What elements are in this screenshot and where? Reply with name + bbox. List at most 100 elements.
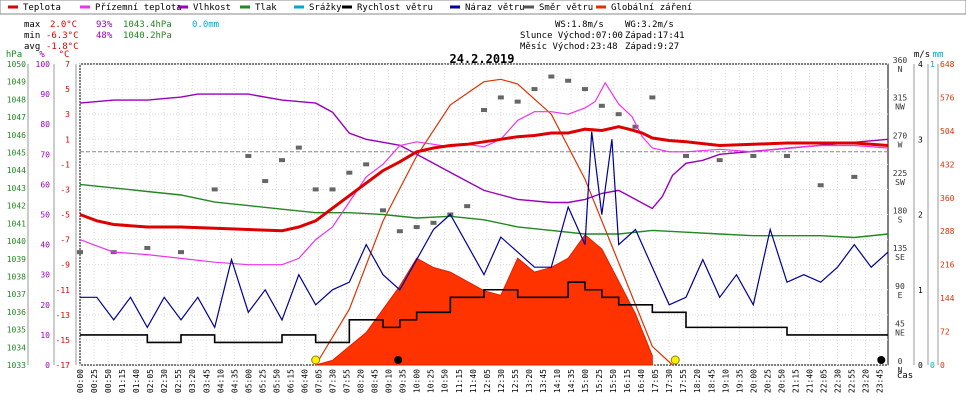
series-humidity xyxy=(79,93,889,210)
stats-max-rain: 0.0mm xyxy=(192,20,219,30)
x-tick-label: 08:20 xyxy=(357,369,366,393)
ms-tick-label: 1 xyxy=(918,286,923,295)
hpa-tick-label: 1042 xyxy=(7,202,26,211)
stats-avg-temp: -1.8°C xyxy=(46,42,79,52)
wm2-tick-label: 288 xyxy=(940,227,955,236)
wind-direction-mark xyxy=(649,95,656,100)
x-tick-label: 13:45 xyxy=(539,369,548,393)
x-tick-label: 17:30 xyxy=(665,369,674,393)
legend-label: Směr větru xyxy=(539,3,593,13)
stats-max-press: 1043.4hPa xyxy=(123,20,172,30)
wm2-tick-label: 576 xyxy=(940,93,955,102)
ms-tick-label: 4 xyxy=(918,60,923,69)
pct-tick-label: 40 xyxy=(40,241,50,250)
series-temperature xyxy=(79,125,889,233)
wind-direction-mark xyxy=(346,170,353,175)
wm2-tick-label: 432 xyxy=(940,160,955,169)
hpa-tick-label: 1050 xyxy=(7,60,26,69)
info-moon: Měsíc Východ:23:48 xyxy=(520,42,618,52)
series-pressure xyxy=(79,183,889,239)
wind-direction-mark xyxy=(531,87,538,92)
x-tick-label: 06:40 xyxy=(300,369,309,393)
moonrise-marker xyxy=(877,356,886,364)
temp-tick-label: 3 xyxy=(65,110,70,119)
dir-tick-value: 270 xyxy=(893,131,908,140)
info-sun: Slunce Východ:07:00 xyxy=(520,31,623,41)
dir-tick-label: S xyxy=(898,216,903,225)
dir-tick-value: 135 xyxy=(893,244,908,253)
x-tick-label: 05:50 xyxy=(272,369,281,393)
x-tick-label: 14:10 xyxy=(553,369,562,393)
x-tick-label: 16:15 xyxy=(623,369,632,393)
x-tick-label: 14:35 xyxy=(567,369,576,393)
wind-direction-mark xyxy=(514,99,521,104)
hpa-tick-label: 1040 xyxy=(7,237,26,246)
stats-max-label: max xyxy=(24,20,41,30)
legend-bar xyxy=(0,0,966,15)
legend-label: Srážky xyxy=(309,3,342,13)
series-wind-speed xyxy=(80,281,888,344)
wind-direction-mark xyxy=(464,204,471,209)
temp-tick-label: -13 xyxy=(56,311,71,320)
axis-unit-mm: mm xyxy=(933,50,944,60)
x-tick-label: 15:25 xyxy=(595,369,604,393)
temp-tick-label: -7 xyxy=(60,236,70,245)
wm2-tick-label: 72 xyxy=(940,328,950,337)
series-wind-gust xyxy=(80,131,889,330)
wind-direction-mark xyxy=(548,74,555,79)
hpa-tick-label: 1037 xyxy=(7,290,26,299)
temp-tick-label: -11 xyxy=(56,286,71,295)
wind-direction-mark xyxy=(817,183,824,188)
mm-tick-label: 1 xyxy=(930,60,935,69)
x-tick-label: 16:40 xyxy=(637,369,646,393)
dir-tick-value: 180 xyxy=(893,207,908,216)
x-tick-label: 09:35 xyxy=(399,369,408,393)
x-tick-label: 05:25 xyxy=(258,369,267,393)
wind-direction-mark xyxy=(413,225,420,230)
stats-min-press: 1040.2hPa xyxy=(123,31,172,41)
x-tick-label: 17:05 xyxy=(651,369,660,393)
pct-tick-label: 80 xyxy=(40,120,50,129)
wm2-tick-label: 648 xyxy=(940,60,955,69)
stats-min-label: min xyxy=(24,31,40,41)
mm-tick-label: 0 xyxy=(930,361,935,370)
hpa-tick-label: 1034 xyxy=(7,343,26,352)
axis-unit-hpa: hPa xyxy=(6,50,22,60)
x-tick-label: 22:30 xyxy=(834,369,843,393)
wind-direction-mark xyxy=(784,153,790,158)
x-tick-label: 02:30 xyxy=(160,369,169,393)
x-tick-label: 04:35 xyxy=(230,369,239,393)
x-tick-label: 12:30 xyxy=(497,369,506,393)
dir-tick-label: N xyxy=(898,366,903,375)
dir-tick-label: SW xyxy=(895,178,905,187)
dir-tick-value: 90 xyxy=(895,282,905,291)
info-wg: WG:3.2m/s xyxy=(625,20,674,30)
pct-tick-label: 20 xyxy=(40,301,50,310)
info-moonset: Západ:9:27 xyxy=(625,42,679,52)
x-tick-label: 21:15 xyxy=(791,369,800,393)
temp-tick-label: -1 xyxy=(60,160,70,169)
sunrise-marker xyxy=(311,355,321,365)
info-sunset: Západ:17:41 xyxy=(625,31,685,41)
moonset-marker xyxy=(394,356,403,364)
wm2-tick-label: 144 xyxy=(940,294,955,303)
legend-label: Rychlost větru xyxy=(357,3,433,13)
axis-unit-ms: m/s xyxy=(914,50,930,60)
temp-tick-label: -3 xyxy=(60,185,70,194)
dir-tick-value: 315 xyxy=(893,94,908,103)
hpa-tick-label: 1046 xyxy=(7,131,26,140)
hpa-tick-label: 1043 xyxy=(7,184,26,193)
x-tick-label: 04:10 xyxy=(216,369,225,393)
wind-direction-mark xyxy=(598,103,605,108)
x-tick-label: 09:10 xyxy=(385,369,394,393)
wind-direction-mark xyxy=(144,245,151,250)
wind-direction-mark xyxy=(430,220,437,225)
hpa-tick-label: 1045 xyxy=(7,149,26,158)
x-tick-label: 21:40 xyxy=(805,369,814,393)
x-tick-label: 15:50 xyxy=(609,369,618,393)
wm2-tick-label: 504 xyxy=(940,127,955,136)
temp-tick-label: 1 xyxy=(65,135,70,144)
x-tick-label: 19:10 xyxy=(721,369,730,393)
hpa-tick-label: 1048 xyxy=(7,95,26,104)
wind-direction-mark xyxy=(716,158,723,163)
